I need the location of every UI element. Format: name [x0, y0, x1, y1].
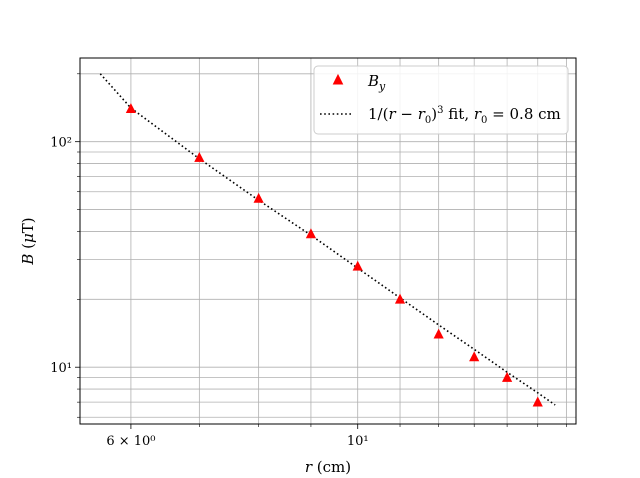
data-point — [253, 192, 264, 203]
legend-label-by: By — [367, 72, 386, 93]
x-tick-label: 10¹ — [347, 434, 369, 449]
tick-labels: 6 × 10⁰ 10¹ 10¹ 10² — [50, 136, 368, 449]
y-tick-label: 10¹ — [50, 361, 72, 376]
plot-frame — [79, 57, 577, 425]
fit-curve — [99, 73, 556, 406]
legend-marker-triangle — [332, 73, 344, 85]
legend-box — [313, 65, 569, 135]
data-point — [502, 371, 513, 382]
axis-ticks — [75, 73, 567, 429]
data-markers — [125, 103, 543, 407]
x-tick-label: 6 × 10⁰ — [106, 434, 155, 449]
x-axis-label: r (cm) — [305, 458, 351, 476]
data-point — [194, 151, 205, 162]
data-point — [469, 351, 480, 362]
fit-line — [99, 73, 556, 406]
data-point — [394, 293, 406, 304]
legend-label-fit: 1/(r − r0)3 fit, r0 = 0.8 cm — [368, 105, 561, 126]
y-axis-label: B (μT) — [19, 217, 37, 265]
data-point — [532, 396, 543, 407]
data-point — [125, 103, 136, 114]
data-point — [305, 228, 317, 239]
data-point — [433, 328, 444, 339]
data-point — [352, 260, 363, 271]
y-tick-label: 10² — [50, 136, 72, 151]
legend: By 1/(r − r0)3 fit, r0 = 0.8 cm — [313, 65, 569, 135]
